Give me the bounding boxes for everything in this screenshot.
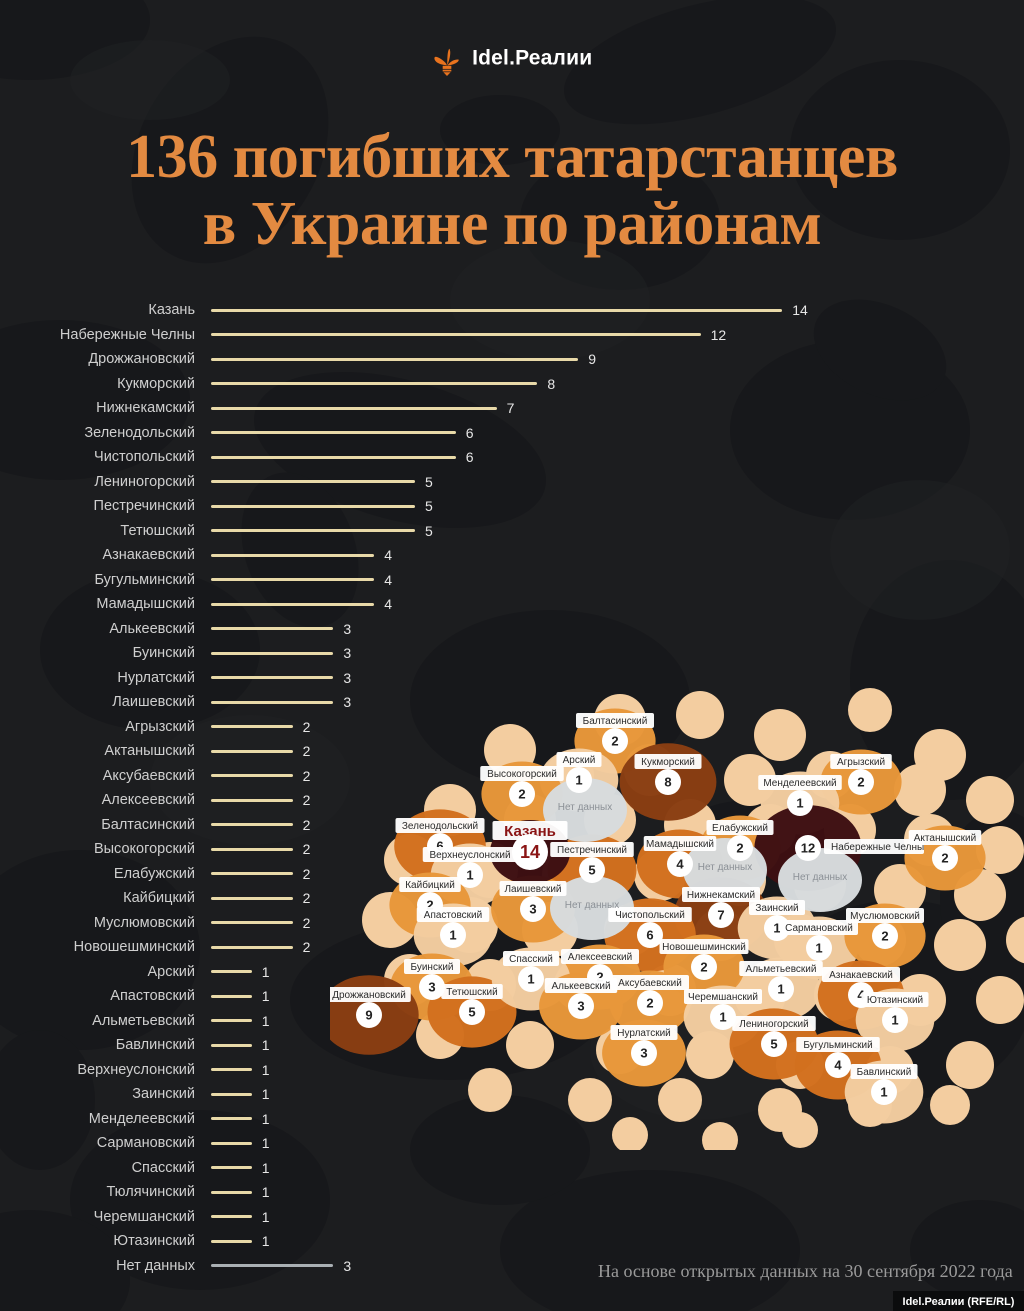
svg-text:Новошешминский: Новошешминский [662, 942, 746, 953]
svg-text:4: 4 [676, 856, 684, 871]
svg-text:Актанышский: Актанышский [914, 833, 976, 844]
svg-text:Зеленодольский: Зеленодольский [402, 821, 478, 832]
svg-text:1: 1 [449, 927, 456, 942]
svg-text:Тетюшский: Тетюшский [446, 987, 497, 998]
svg-text:2: 2 [881, 928, 888, 943]
svg-text:3: 3 [640, 1045, 647, 1060]
svg-text:2: 2 [736, 840, 743, 855]
svg-text:Альметьевский: Альметьевский [746, 964, 817, 975]
svg-text:Нурлатский: Нурлатский [617, 1028, 671, 1039]
svg-text:1: 1 [815, 940, 822, 955]
svg-text:Нет данных: Нет данных [565, 900, 619, 911]
svg-text:3: 3 [428, 979, 435, 994]
svg-text:7: 7 [717, 907, 724, 922]
svg-text:Алексеевский: Алексеевский [568, 952, 632, 963]
svg-text:8: 8 [664, 774, 671, 789]
svg-text:Кукморский: Кукморский [641, 757, 695, 768]
svg-text:2: 2 [646, 995, 653, 1010]
svg-text:1: 1 [891, 1012, 898, 1027]
svg-text:Кайбицкий: Кайбицкий [405, 879, 455, 891]
svg-text:Лаишевский: Лаишевский [504, 884, 561, 895]
svg-text:Верхнеуслонский: Верхнеуслонский [429, 850, 510, 861]
svg-text:5: 5 [468, 1004, 475, 1019]
svg-text:2: 2 [611, 733, 618, 748]
svg-text:Высокогорский: Высокогорский [487, 769, 557, 780]
svg-text:Спасский: Спасский [509, 954, 553, 965]
svg-text:Балтасинский: Балтасинский [583, 716, 648, 727]
svg-text:3: 3 [577, 998, 584, 1013]
svg-text:1: 1 [466, 867, 473, 882]
svg-text:9: 9 [365, 1007, 372, 1022]
svg-text:Ютазинский: Ютазинский [867, 995, 923, 1006]
svg-text:Нет данных: Нет данных [793, 872, 847, 883]
svg-text:Азнакаевский: Азнакаевский [829, 970, 893, 981]
svg-text:Чистопольский: Чистопольский [615, 910, 685, 921]
svg-text:Алькеевский: Алькеевский [551, 981, 610, 992]
svg-text:Лениногорский: Лениногорский [739, 1019, 808, 1030]
svg-text:5: 5 [588, 862, 595, 877]
svg-text:Черемшанский: Черемшанский [688, 992, 758, 1003]
svg-text:Нет данных: Нет данных [698, 862, 752, 873]
svg-text:Елабужский: Елабужский [712, 822, 768, 834]
svg-text:14: 14 [520, 842, 540, 862]
svg-text:2: 2 [857, 774, 864, 789]
svg-text:1: 1 [773, 920, 780, 935]
svg-text:Сармановский: Сармановский [785, 923, 853, 934]
svg-text:Муслюмовский: Муслюмовский [850, 911, 920, 922]
svg-text:12: 12 [801, 840, 815, 855]
svg-text:Агрызский: Агрызский [837, 757, 885, 768]
svg-text:1: 1 [527, 971, 534, 986]
svg-text:Бавлинский: Бавлинский [857, 1067, 912, 1078]
svg-text:Апастовский: Апастовский [424, 910, 482, 921]
svg-text:1: 1 [880, 1084, 887, 1099]
svg-text:Менделеевский: Менделеевский [763, 778, 836, 789]
svg-text:Буинский: Буинский [411, 962, 454, 973]
svg-text:2: 2 [518, 786, 525, 801]
svg-text:2: 2 [941, 850, 948, 865]
svg-text:Нижнекамский: Нижнекамский [687, 890, 755, 901]
svg-text:Бугульминский: Бугульминский [803, 1040, 872, 1051]
svg-text:2: 2 [700, 959, 707, 974]
svg-text:Заинский: Заинский [755, 903, 798, 914]
svg-text:Аксубаевский: Аксубаевский [618, 977, 682, 989]
svg-text:1: 1 [719, 1009, 726, 1024]
svg-text:3: 3 [529, 901, 536, 916]
svg-text:Арский: Арский [563, 755, 596, 766]
svg-text:5: 5 [770, 1036, 777, 1051]
svg-text:Нет данных: Нет данных [558, 802, 612, 813]
svg-text:4: 4 [834, 1057, 842, 1072]
svg-text:6: 6 [646, 927, 653, 942]
svg-text:1: 1 [575, 772, 582, 787]
svg-text:1: 1 [777, 981, 784, 996]
svg-text:Дрожжановский: Дрожжановский [332, 990, 406, 1001]
svg-text:Пестречинский: Пестречинский [557, 845, 627, 856]
svg-text:Мамадышский: Мамадышский [646, 839, 714, 850]
svg-text:1: 1 [796, 795, 803, 810]
